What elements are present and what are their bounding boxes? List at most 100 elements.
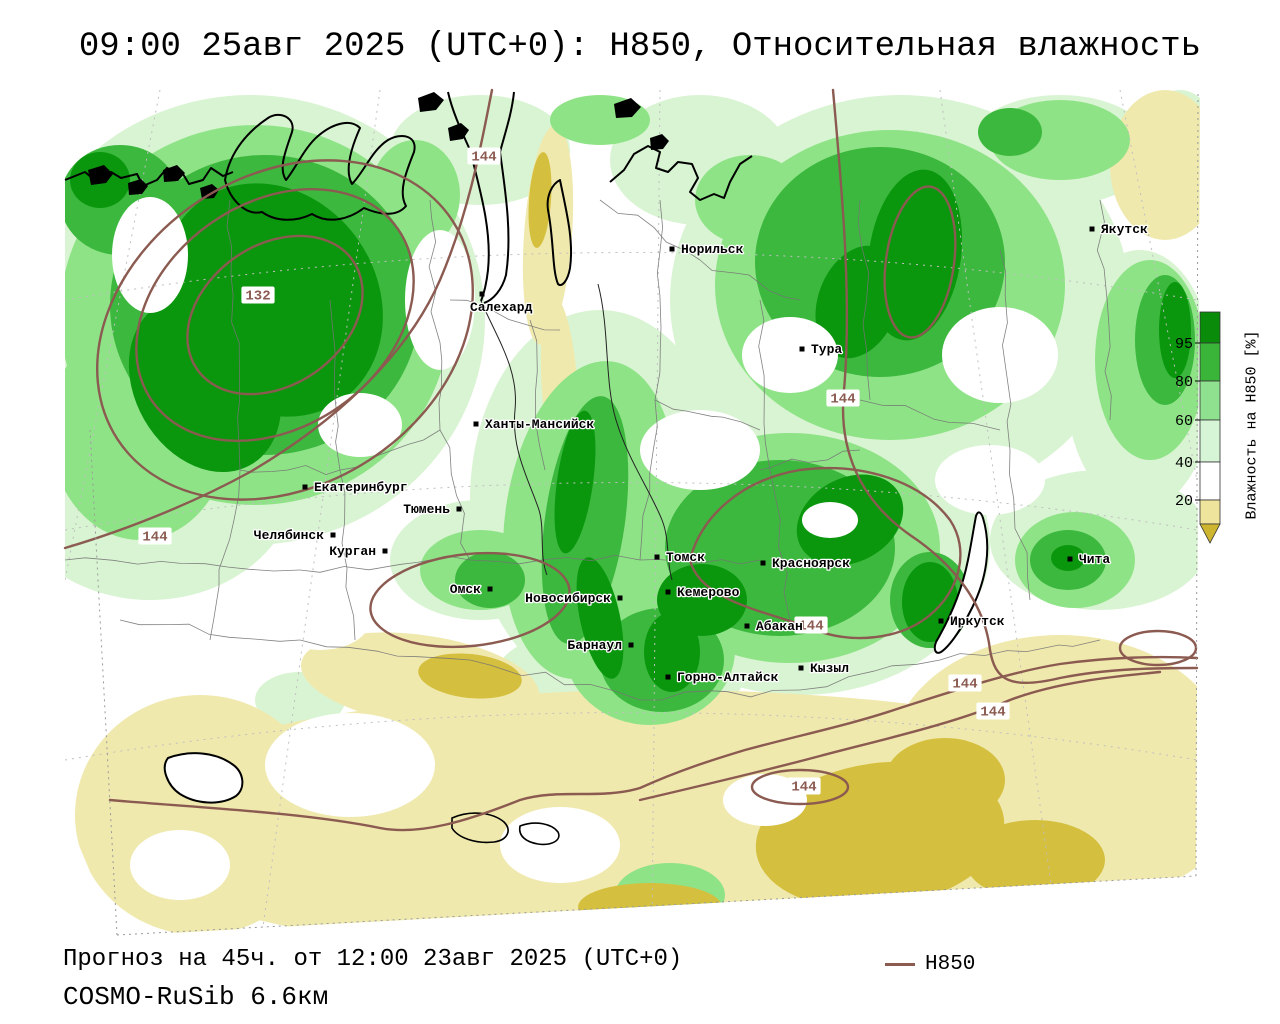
region-border-line bbox=[329, 299, 341, 471]
region-border-line bbox=[439, 429, 471, 561]
lake-south-2 bbox=[518, 822, 560, 846]
contour-label-text: 144 bbox=[830, 392, 855, 408]
city-Кемерово: Кемерово bbox=[665, 584, 741, 601]
page-title: 09:00 25авг 2025 (UTC+0): H850, Относите… bbox=[78, 28, 1202, 66]
colorbar-arrow bbox=[1199, 523, 1221, 544]
city-Красноярск: Красноярск bbox=[760, 555, 851, 572]
region-border-line bbox=[529, 319, 546, 471]
colorbar-tick-label: 20 bbox=[1175, 493, 1193, 510]
region-border-line bbox=[639, 399, 658, 561]
city-Абакан: Абакан bbox=[744, 618, 804, 635]
colorbar-segment bbox=[1199, 380, 1221, 421]
city-marker bbox=[628, 642, 634, 648]
region-border-line bbox=[428, 199, 443, 431]
colorbar-tick-label: 60 bbox=[1175, 413, 1193, 430]
colorbar-segment bbox=[1199, 461, 1221, 501]
city-label: Чита bbox=[1079, 552, 1110, 567]
city-marker bbox=[665, 589, 671, 595]
colorbar-segment bbox=[1199, 311, 1221, 344]
contour-label-text: 144 bbox=[980, 705, 1005, 721]
colorbar-tick-label: 80 bbox=[1175, 374, 1193, 391]
contour-label-144: 144 bbox=[826, 389, 860, 408]
h850-legend-label: H850 bbox=[925, 953, 976, 976]
city-Чита: Чита bbox=[1067, 551, 1112, 568]
cities-layer: Норильск Якутск Салехард Тура Ханты-Мансийск… bbox=[253, 221, 1150, 687]
city-label: Омск bbox=[450, 582, 481, 597]
city-label: Курган bbox=[329, 544, 376, 559]
forecast-info-line: Прогноз на 45ч. от 12:00 23авг 2025 (UTC… bbox=[63, 946, 683, 973]
city-label: Норильск bbox=[681, 242, 744, 257]
city-label: Якутск bbox=[1101, 222, 1148, 237]
region-border-line bbox=[599, 199, 701, 261]
contour-label-text: 144 bbox=[791, 780, 816, 796]
city-label: Абакан bbox=[756, 619, 803, 634]
region-border-line bbox=[759, 449, 861, 471]
contour-label-bg bbox=[467, 147, 501, 165]
city-label: Челябинск bbox=[254, 528, 324, 543]
region-border-line bbox=[299, 639, 471, 661]
islands bbox=[88, 92, 669, 199]
city-marker bbox=[744, 623, 750, 629]
region-border-line bbox=[1096, 199, 1112, 421]
city-label: Салехард bbox=[470, 300, 533, 315]
city-marker bbox=[1089, 226, 1095, 232]
city-label: Ханты-Мансийск bbox=[485, 417, 594, 432]
city-marker bbox=[669, 246, 675, 252]
city-marker bbox=[456, 506, 462, 512]
colorbar-segment bbox=[1199, 499, 1221, 525]
city-marker bbox=[487, 586, 493, 592]
h850-legend: H850 bbox=[885, 953, 975, 976]
colorbar-segment bbox=[1199, 419, 1221, 463]
city-label: Новосибирск bbox=[525, 591, 611, 606]
city-marker bbox=[302, 484, 308, 490]
contour-label-bg bbox=[787, 777, 821, 795]
city-Кызыл: Кызыл bbox=[798, 660, 850, 677]
region-border-line bbox=[640, 689, 801, 701]
contour-label-bg bbox=[948, 674, 982, 692]
city-marker bbox=[799, 346, 805, 352]
domain-boundary bbox=[89, 91, 1199, 936]
city-Новосибирск: Новосибирск bbox=[524, 590, 623, 607]
rivers bbox=[480, 283, 673, 581]
contour-label-bg bbox=[138, 527, 172, 545]
city-marker bbox=[1067, 556, 1073, 562]
contour-label-text: 144 bbox=[798, 619, 823, 635]
city-marker bbox=[760, 560, 766, 566]
region-borders bbox=[65, 199, 1112, 701]
region-border-line bbox=[654, 399, 761, 431]
colorbar-axis-label: Влажность на H850 [%] bbox=[1243, 330, 1261, 520]
region-border-line bbox=[857, 199, 871, 401]
region-border-line bbox=[119, 619, 301, 642]
city-marker bbox=[798, 665, 804, 671]
contour-label-144: 144 bbox=[467, 147, 501, 166]
city-label: Тюмень bbox=[403, 502, 450, 517]
city-Иркутск: Иркутск bbox=[938, 613, 1006, 630]
graticule-lines bbox=[65, 90, 1198, 935]
region-border-line bbox=[758, 299, 771, 471]
city-Екатеринбург: Екатеринбург bbox=[302, 479, 409, 496]
city-marker bbox=[938, 618, 944, 624]
contour-label-144: 144 bbox=[976, 702, 1010, 721]
contour-label-text: 144 bbox=[471, 150, 496, 166]
city-marker bbox=[479, 291, 485, 297]
lake-baikal bbox=[933, 511, 989, 654]
region-border-line bbox=[239, 465, 341, 476]
city-Челябинск: Челябинск bbox=[253, 527, 336, 544]
contour-label-144: 144 bbox=[138, 527, 172, 546]
h850-contours bbox=[63, 88, 1199, 832]
region-border-line bbox=[999, 249, 1012, 451]
city-label: Горно-Алтайск bbox=[677, 670, 779, 685]
region-border-line bbox=[469, 554, 641, 565]
region-border-line bbox=[65, 557, 301, 572]
region-border-line bbox=[699, 259, 801, 301]
colorbar-tick-label: 40 bbox=[1175, 455, 1193, 472]
city-label: Кемерово bbox=[677, 585, 740, 600]
contour-label-text: 144 bbox=[952, 677, 977, 693]
city-Тура: Тура bbox=[799, 341, 844, 358]
city-label: Барнаул bbox=[567, 638, 622, 653]
region-border-line bbox=[769, 469, 791, 621]
lake-southwest bbox=[163, 752, 244, 804]
city-label: Иркутск bbox=[950, 614, 1005, 629]
humidity-colorbar: 95 80 60 40 20 bbox=[1160, 300, 1230, 550]
